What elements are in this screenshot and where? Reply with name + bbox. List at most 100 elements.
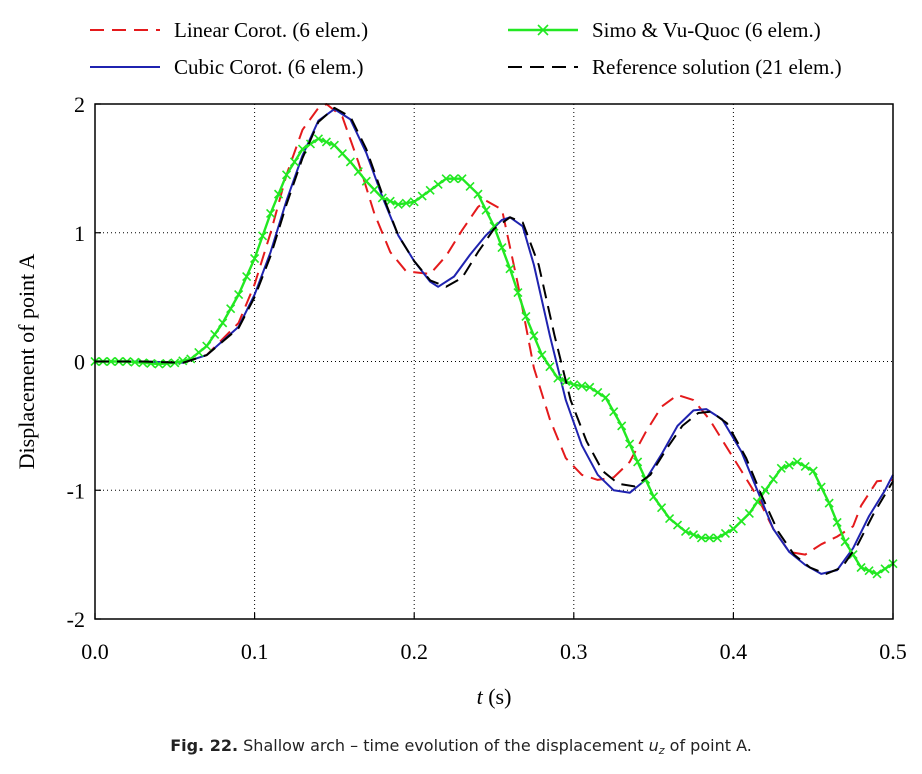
x-axis-unit: (s) <box>483 684 512 709</box>
series-marker <box>617 421 627 431</box>
series-marker <box>704 533 715 543</box>
grid-lines <box>95 104 893 619</box>
series-marker <box>162 358 172 368</box>
series-marker <box>633 457 643 467</box>
series-marker <box>361 176 371 186</box>
series-marker <box>601 392 611 403</box>
x-tick-label: 0.2 <box>400 639 428 664</box>
series-marker <box>242 271 252 282</box>
series-marker <box>800 461 810 471</box>
series-marker <box>202 341 212 351</box>
series-marker <box>449 174 459 184</box>
series-marker <box>672 520 683 530</box>
series-marker <box>856 562 866 573</box>
series-marker <box>529 331 539 341</box>
caption-variable-subscript: z <box>658 744 665 757</box>
series-marker <box>880 564 890 574</box>
plot-frame <box>94 103 894 620</box>
x-tick-label: 0.0 <box>81 639 109 664</box>
series-marker <box>289 157 300 167</box>
series-marker <box>625 439 635 449</box>
series-marker <box>321 137 331 147</box>
figure-caption: Fig. 22. Shallow arch – time evolution o… <box>0 736 922 757</box>
series-line <box>95 108 894 575</box>
series-marker <box>489 221 499 231</box>
series-marker <box>265 208 276 219</box>
series-marker <box>768 474 778 484</box>
series-marker <box>385 196 395 206</box>
series-marker <box>505 264 515 274</box>
series-marker <box>313 134 324 144</box>
x-tick-label: 0.1 <box>241 639 269 664</box>
series-marker <box>369 185 379 195</box>
series-marker <box>537 350 547 360</box>
series-marker <box>649 492 659 502</box>
series-marker <box>696 533 707 543</box>
series-marker <box>752 497 762 507</box>
series-marker <box>545 362 555 372</box>
series-marker <box>130 357 140 367</box>
series-marker <box>106 356 116 367</box>
series-marker <box>712 533 723 543</box>
series-marker <box>824 498 834 508</box>
series-marker <box>664 514 675 524</box>
series-marker <box>409 197 419 207</box>
series-line <box>95 103 894 556</box>
legend-item-1: Cubic Corot. (6 elem.) <box>90 55 364 79</box>
series-0 <box>95 103 894 556</box>
series-marker <box>433 179 443 190</box>
series-marker <box>840 537 850 547</box>
legend: Linear Corot. (6 elem.) Cubic Corot. (6 e… <box>90 18 842 79</box>
y-tick-label: 0 <box>74 350 85 375</box>
series-marker <box>585 382 595 392</box>
axis-ticks: 0.0 0.1 0.2 0.3 0.4 0.5 -2 -1 0 1 2 <box>67 92 907 664</box>
series-2 <box>90 134 898 579</box>
series-marker <box>680 526 691 537</box>
legend-item-0: Linear Corot. (6 elem.) <box>90 18 368 42</box>
series-marker <box>513 288 523 298</box>
series-marker <box>138 358 148 368</box>
series-marker <box>401 198 411 208</box>
chart-figure: Linear Corot. (6 elem.) Cubic Corot. (6 e… <box>14 18 907 709</box>
series-marker <box>353 167 363 177</box>
series-marker <box>273 189 284 199</box>
series-marker <box>337 149 347 159</box>
y-tick-label: -2 <box>67 607 85 632</box>
legend-label: Simo & Vu-Quoc (6 elem.) <box>592 18 821 42</box>
x-tick-label: 0.5 <box>879 639 907 664</box>
caption-text-after: of point A. <box>664 736 752 755</box>
series-marker <box>441 174 451 184</box>
series-marker <box>688 530 699 540</box>
series-marker <box>864 566 874 576</box>
series-marker <box>593 387 603 397</box>
series-1 <box>95 108 894 575</box>
x-axis-variable: t <box>477 684 484 709</box>
series-marker <box>425 185 435 195</box>
legend-label: Reference solution (21 elem.) <box>592 55 842 79</box>
legend-label: Linear Corot. (6 elem.) <box>174 18 368 42</box>
series-marker <box>728 524 738 534</box>
series-layer <box>90 103 898 579</box>
series-marker <box>210 329 220 340</box>
series-marker <box>792 457 802 467</box>
series-marker <box>258 231 268 241</box>
series-marker <box>832 517 842 528</box>
series-marker <box>393 199 403 209</box>
series-marker <box>657 503 667 513</box>
caption-label: Fig. 22. <box>170 736 239 755</box>
x-axis-label: t (s) <box>477 684 512 709</box>
x-tick-label: 0.4 <box>720 639 748 664</box>
series-marker <box>305 139 316 149</box>
series-marker <box>776 463 786 473</box>
series-marker <box>465 181 475 191</box>
series-marker <box>872 569 882 579</box>
series-marker <box>281 170 292 180</box>
y-axis-label: Displacement of point A <box>14 254 39 470</box>
series-marker <box>218 318 228 328</box>
y-tick-label: 1 <box>74 221 85 246</box>
series-marker <box>178 356 188 366</box>
series-marker <box>234 289 244 300</box>
y-tick-label: 2 <box>74 92 85 117</box>
series-marker <box>481 205 491 215</box>
series-marker <box>417 191 427 201</box>
